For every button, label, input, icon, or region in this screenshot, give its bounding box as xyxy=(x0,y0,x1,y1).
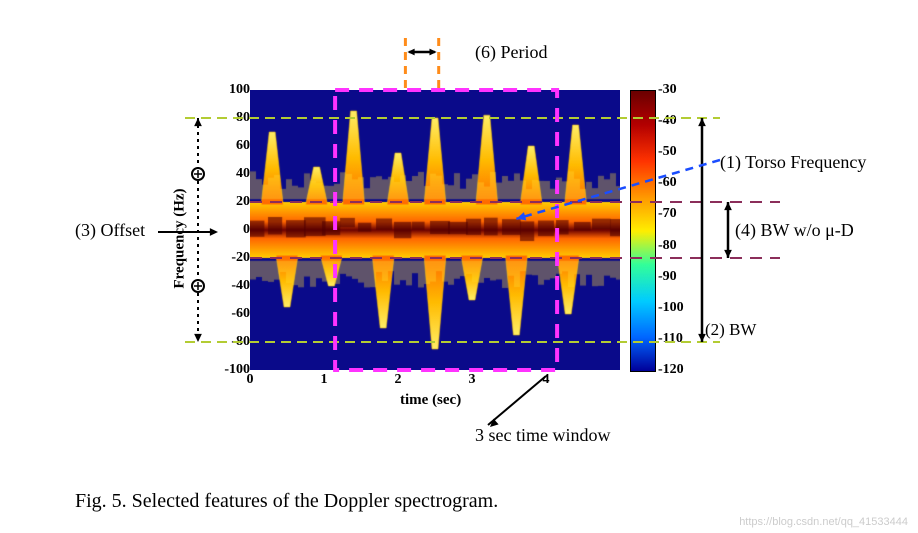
y-axis: -100-80-60-40-20020406080100 xyxy=(215,90,250,370)
spectrogram-canvas xyxy=(250,90,620,370)
y-tick: 20 xyxy=(215,194,250,210)
annotation-torso-freq: (1) Torso Frequency xyxy=(720,152,866,173)
y-tick: 100 xyxy=(215,82,250,98)
y-axis-label: Frequency (Hz) xyxy=(172,188,189,288)
x-tick: 2 xyxy=(395,372,402,388)
y-tick: -60 xyxy=(215,306,250,322)
annotation-bw: (2) BW xyxy=(705,320,756,340)
x-tick: 1 xyxy=(321,372,328,388)
y-tick: 80 xyxy=(215,110,250,126)
colorbar-tick: -100 xyxy=(658,300,684,316)
figure-container: -100-80-60-40-20020406080100 Frequency (… xyxy=(20,20,900,480)
y-tick: 40 xyxy=(215,166,250,182)
x-tick: 0 xyxy=(247,372,254,388)
annotation-offset: (3) Offset xyxy=(75,220,145,241)
watermark: https://blog.csdn.net/qq_41533444 xyxy=(739,516,908,528)
x-tick: 4 xyxy=(543,372,550,388)
colorbar-tick: -120 xyxy=(658,362,684,378)
colorbar-tick: -30 xyxy=(658,82,677,98)
spectrogram-plot xyxy=(250,90,620,370)
annotation-bw-wo-md: (4) BW w/o μ-D xyxy=(735,220,854,241)
annotation-period: (6) Period xyxy=(475,42,547,63)
colorbar-canvas xyxy=(630,90,656,372)
x-axis-label: time (sec) xyxy=(400,392,461,409)
colorbar-tick: -70 xyxy=(658,206,677,222)
colorbar-tick: -60 xyxy=(658,175,677,191)
annotation-time-window: 3 sec time window xyxy=(475,425,610,446)
y-tick: -20 xyxy=(215,250,250,266)
y-tick: 60 xyxy=(215,138,250,154)
y-tick: -80 xyxy=(215,334,250,350)
figure-caption: Fig. 5. Selected features of the Doppler… xyxy=(20,490,898,513)
y-tick: -40 xyxy=(215,278,250,294)
colorbar-tick: -90 xyxy=(658,269,677,285)
colorbar-tick: -80 xyxy=(658,238,677,254)
colorbar: -30-40-50-60-70-80-90-100-110-120 xyxy=(630,90,654,370)
colorbar-tick: -110 xyxy=(658,331,683,347)
colorbar-tick: -50 xyxy=(658,144,677,160)
colorbar-tick: -40 xyxy=(658,113,677,129)
y-tick: 0 xyxy=(215,222,250,238)
x-tick: 3 xyxy=(469,372,476,388)
y-tick: -100 xyxy=(215,362,250,378)
